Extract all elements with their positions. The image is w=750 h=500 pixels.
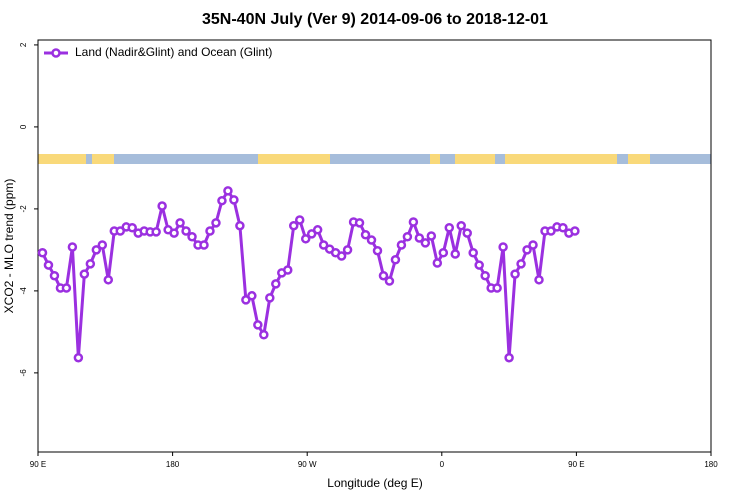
data-point: [342, 245, 353, 255]
data-point: [372, 245, 383, 256]
data-point: [360, 229, 371, 240]
data-point: [516, 259, 526, 269]
data-point: [283, 265, 293, 275]
data-point: [438, 248, 449, 258]
x-tick-label: 90 E: [30, 460, 46, 469]
x-tick-label: 180: [704, 460, 718, 469]
data-point: [253, 320, 263, 330]
data-point: [223, 186, 233, 196]
y-tick-label: 0: [19, 124, 28, 129]
data-point: [73, 352, 84, 363]
data-point: [265, 293, 275, 303]
data-point: [241, 295, 251, 305]
data-point: [294, 215, 305, 225]
y-tick-label: -4: [19, 287, 28, 295]
data-point: [300, 234, 311, 244]
data-point: [396, 240, 407, 250]
data-point: [366, 235, 377, 245]
data-point: [498, 242, 508, 252]
data-point: [432, 258, 443, 268]
data-point: [247, 291, 257, 301]
data-point: [546, 226, 556, 236]
data-point: [37, 248, 48, 258]
x-axis-label: Longitude (deg E): [327, 476, 422, 490]
data-point: [175, 218, 185, 228]
land-ocean-strip: [38, 154, 711, 164]
data-point: [91, 245, 102, 255]
y-tick-label: -2: [19, 205, 28, 213]
data-point: [462, 228, 472, 238]
data-point: [61, 283, 72, 293]
data-point: [97, 240, 108, 250]
data-point: [474, 260, 484, 270]
data-point: [570, 226, 580, 236]
data-point: [229, 195, 239, 205]
data-point: [49, 270, 60, 281]
data-point: [211, 218, 221, 228]
x-tick-label: 0: [440, 460, 445, 469]
data-point: [103, 275, 114, 285]
data-point: [384, 276, 395, 286]
data-point: [127, 223, 137, 233]
data-point: [558, 223, 568, 233]
data-point: [456, 220, 466, 231]
data-point: [271, 279, 281, 289]
data-point: [420, 238, 431, 248]
data-point: [336, 251, 347, 261]
data-point: [414, 233, 425, 243]
x-tick-label: 180: [166, 460, 180, 469]
data-point: [528, 240, 538, 250]
data-point: [312, 225, 323, 235]
data-point: [390, 254, 401, 265]
data-point: [85, 259, 96, 269]
data-point: [187, 232, 197, 242]
data-point: [217, 195, 227, 206]
data-point: [480, 270, 490, 281]
data-point: [510, 269, 520, 279]
data-point: [79, 269, 90, 279]
data-line: [41, 188, 576, 358]
data-point: [408, 217, 419, 227]
data-point: [534, 275, 544, 285]
data-point: [378, 270, 389, 281]
data-point: [354, 218, 365, 228]
data-point: [115, 226, 126, 236]
data-point: [492, 283, 502, 293]
data-point: [169, 228, 179, 238]
data-point: [504, 352, 514, 363]
legend-label: Land (Nadir&Glint) and Ocean (Glint): [75, 45, 272, 59]
data-point: [43, 260, 54, 270]
y-tick-label: -6: [19, 369, 28, 377]
data-point: [444, 223, 455, 233]
data-point: [259, 330, 269, 340]
data-point: [157, 201, 167, 211]
data-point: [205, 226, 215, 236]
data-point: [235, 220, 245, 231]
plot-frame: [37, 39, 712, 453]
data-point: [450, 249, 461, 259]
data-point: [426, 231, 437, 241]
data-point: [67, 242, 78, 252]
data-point: [402, 232, 413, 242]
chart-title: 35N-40N July (Ver 9) 2014-09-06 to 2018-…: [202, 11, 548, 28]
data-point: [199, 240, 209, 250]
x-tick-label: 90 W: [298, 460, 317, 469]
data-point: [522, 245, 532, 255]
legend-marker: [51, 48, 61, 58]
data-point: [151, 227, 161, 237]
data-point: [318, 240, 329, 250]
y-axis-label: XCO2 - MLO trend (ppm): [2, 179, 16, 314]
data-point: [306, 229, 317, 239]
x-tick-label: 90 E: [568, 460, 584, 469]
data-point: [288, 220, 299, 231]
data-point: [181, 226, 191, 236]
data-point: [468, 248, 478, 258]
y-tick-label: 2: [19, 42, 28, 47]
